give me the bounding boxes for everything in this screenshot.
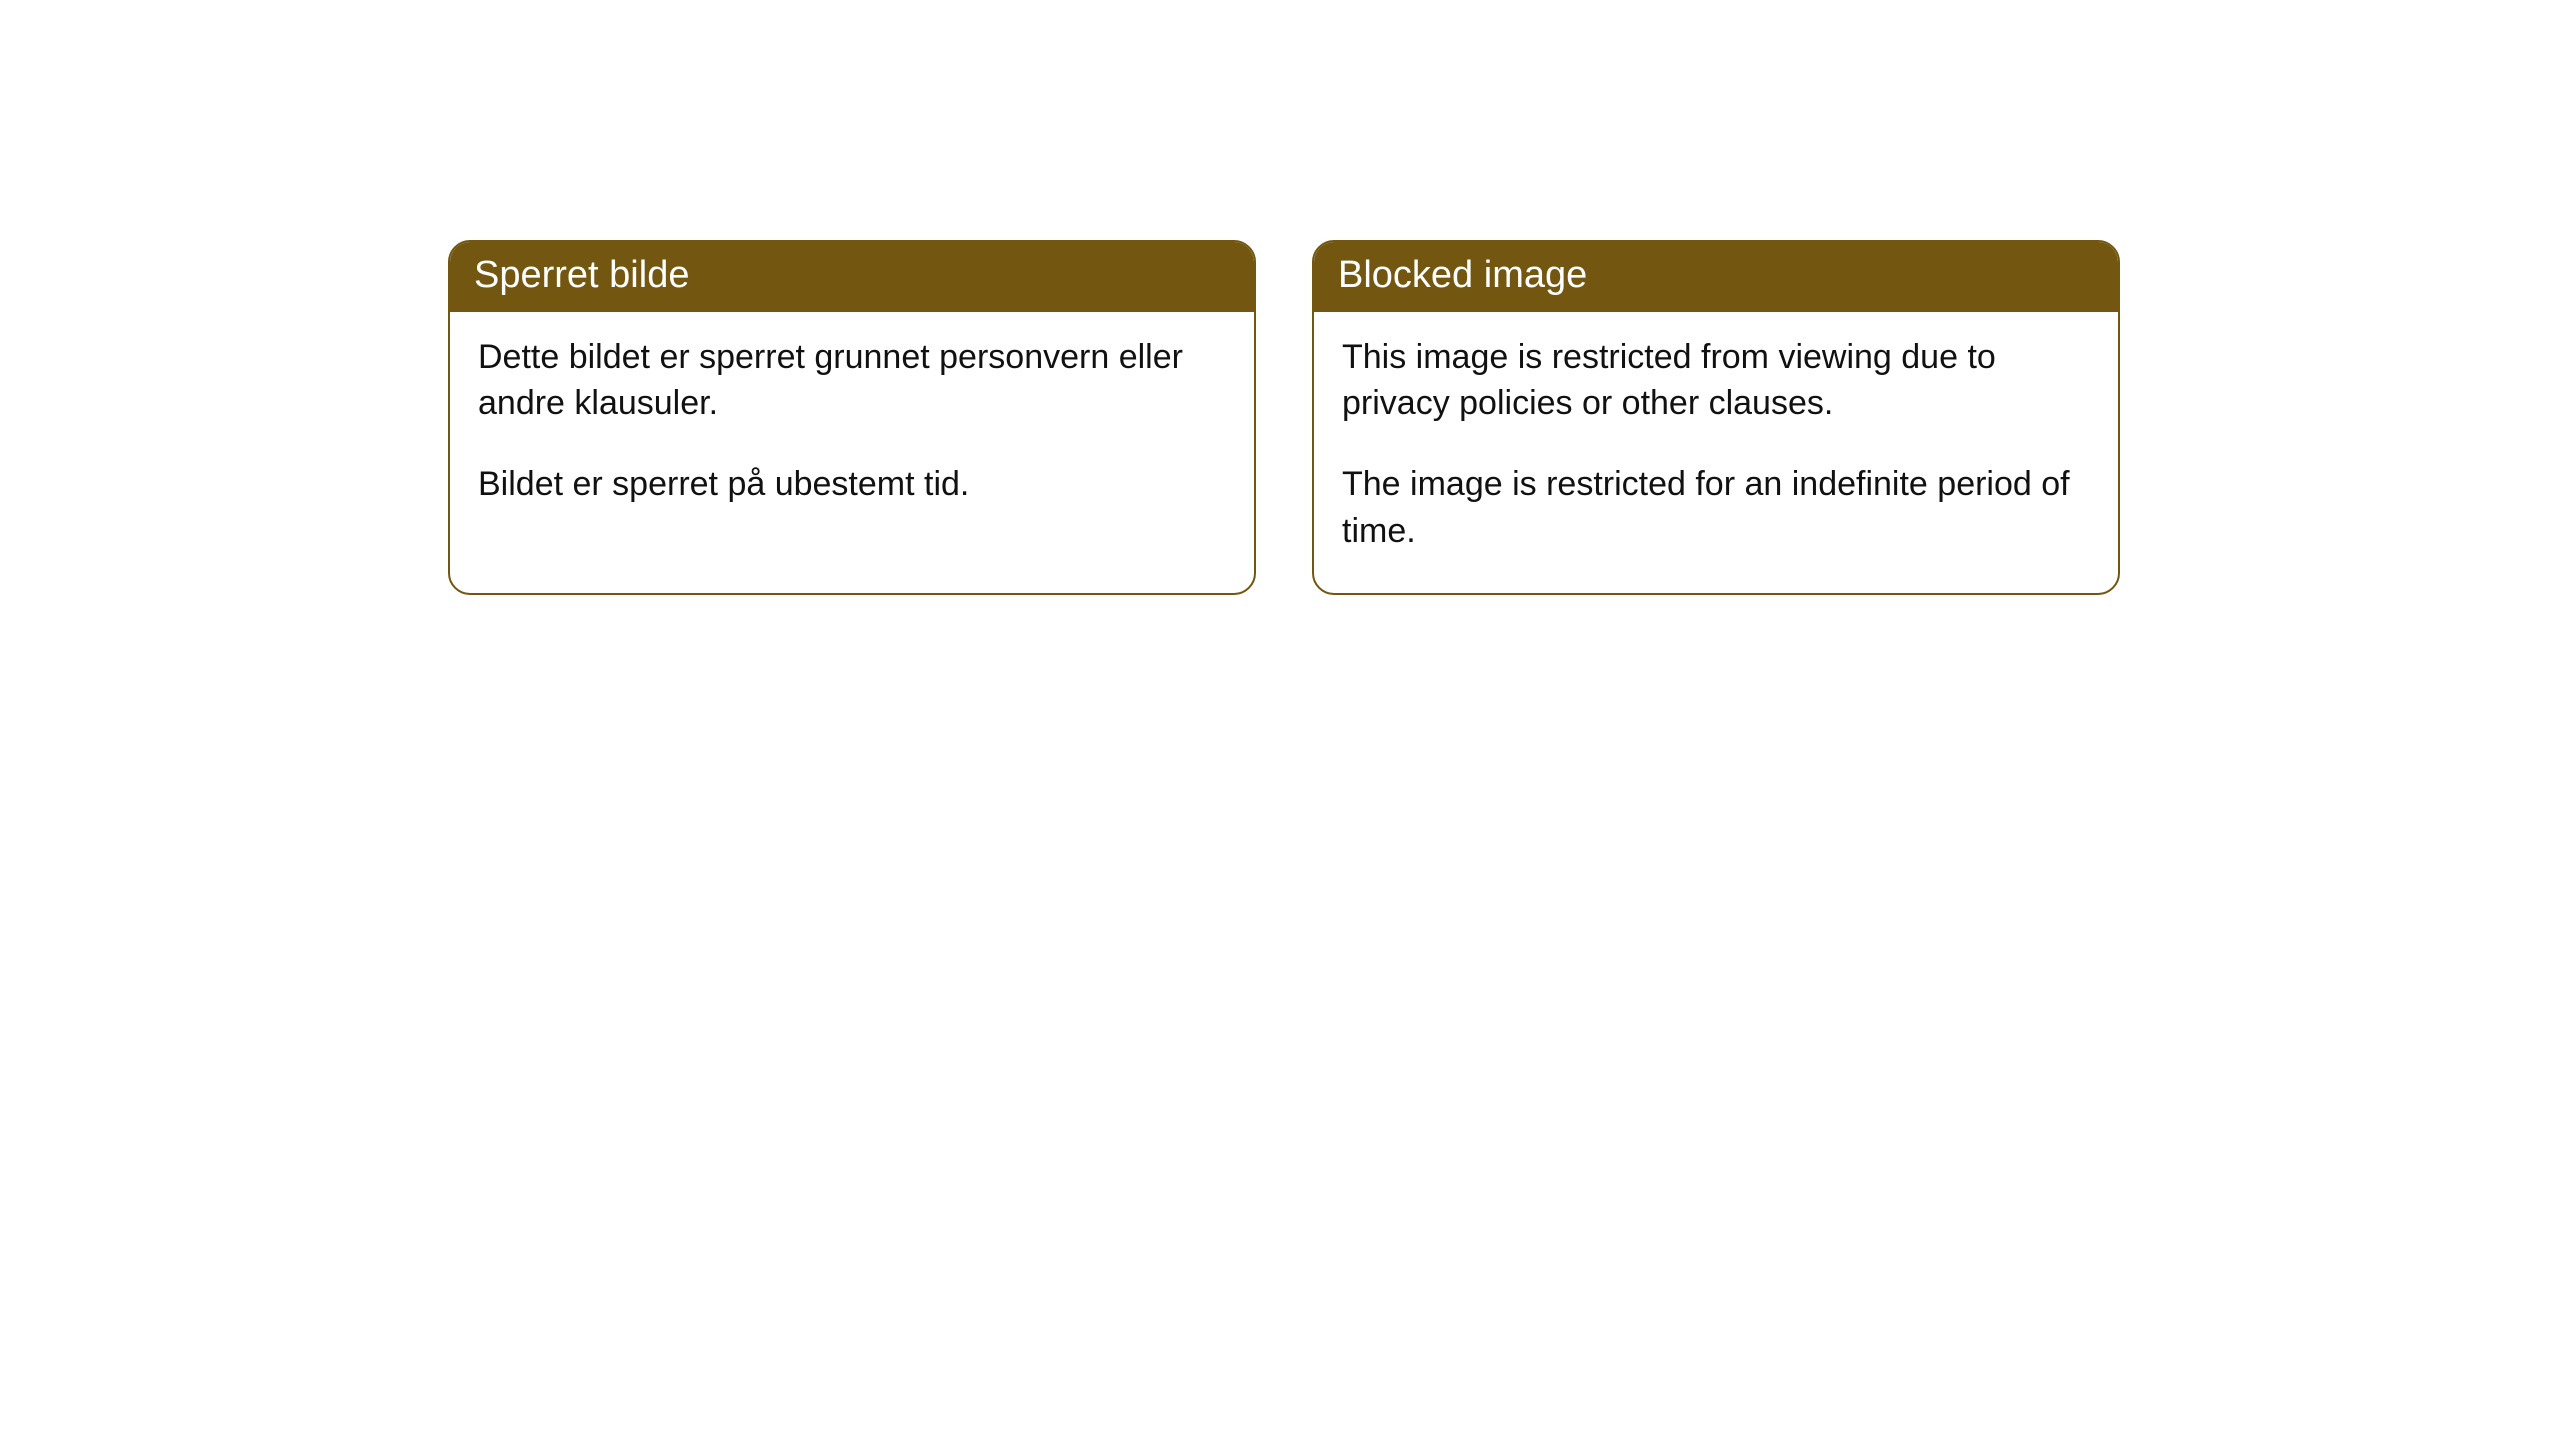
card-title-norwegian: Sperret bilde bbox=[450, 242, 1254, 312]
card-title-english: Blocked image bbox=[1314, 242, 2118, 312]
notice-card-norwegian: Sperret bilde Dette bildet er sperret gr… bbox=[448, 240, 1256, 595]
notice-card-english: Blocked image This image is restricted f… bbox=[1312, 240, 2120, 595]
card-paragraph: Dette bildet er sperret grunnet personve… bbox=[478, 334, 1226, 428]
card-paragraph: The image is restricted for an indefinit… bbox=[1342, 461, 2090, 555]
card-body-english: This image is restricted from viewing du… bbox=[1314, 312, 2118, 594]
card-paragraph: This image is restricted from viewing du… bbox=[1342, 334, 2090, 428]
card-paragraph: Bildet er sperret på ubestemt tid. bbox=[478, 461, 1226, 508]
card-body-norwegian: Dette bildet er sperret grunnet personve… bbox=[450, 312, 1254, 547]
notice-cards-container: Sperret bilde Dette bildet er sperret gr… bbox=[0, 0, 2560, 595]
